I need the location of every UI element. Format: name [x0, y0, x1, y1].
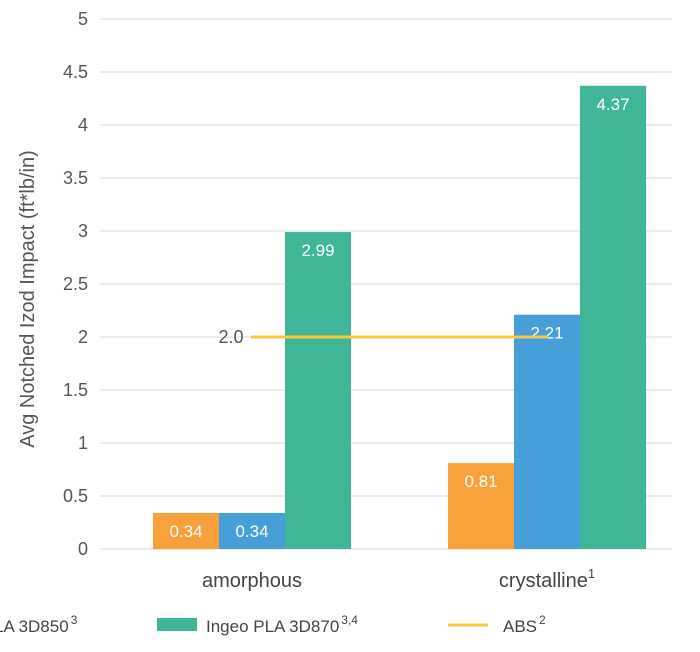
y-tick-label: 4: [78, 115, 88, 135]
data-label: 2.21: [530, 324, 563, 343]
y-tick-label: 5: [78, 9, 88, 29]
bar: [153, 512, 219, 549]
data-label: 4.37: [596, 95, 629, 114]
bar: [285, 232, 351, 549]
legend-swatch: [157, 618, 197, 631]
bar: [448, 463, 514, 549]
x-category-label: amorphous: [202, 570, 302, 592]
y-tick-label: 3: [78, 221, 88, 241]
data-label: 0.81: [464, 472, 497, 491]
y-tick-label: 1.5: [63, 380, 88, 400]
y-tick-label: 2.5: [63, 274, 88, 294]
legend-label: LA 3D850 3: [0, 613, 78, 636]
data-label: 0.34: [235, 522, 268, 541]
y-tick-label: 0.5: [63, 486, 88, 506]
x-category-label: crystalline1: [499, 566, 595, 592]
bar: [514, 314, 580, 549]
data-label: 0.34: [169, 522, 202, 541]
bar: [219, 512, 285, 549]
legend-label: ABS 2: [503, 613, 546, 636]
data-label: 2.99: [301, 241, 334, 260]
y-tick-label: 0: [78, 539, 88, 559]
y-tick-label: 4.5: [63, 62, 88, 82]
y-tick-label: 1: [78, 433, 88, 453]
y-tick-label: 2: [78, 327, 88, 347]
reference-line-label: 2.0: [218, 327, 243, 347]
legend-label: Ingeo PLA 3D870 3,4: [206, 613, 358, 636]
bar: [580, 85, 646, 549]
y-tick-label: 3.5: [63, 168, 88, 188]
y-axis-label: Avg Notched Izod Impact (ft*lb/in): [17, 150, 39, 448]
